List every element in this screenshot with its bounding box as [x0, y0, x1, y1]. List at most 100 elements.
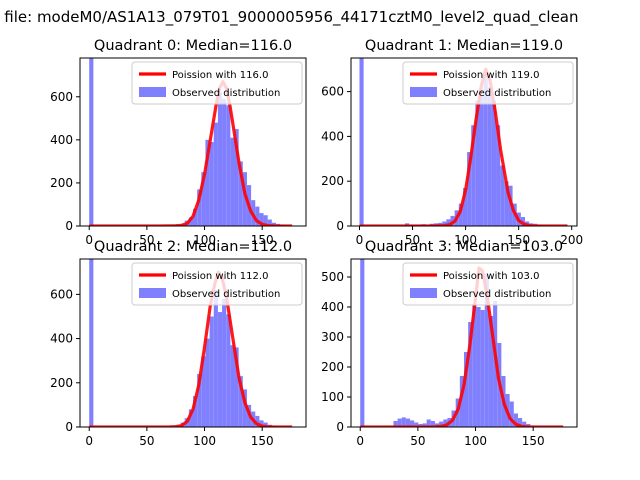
y-tick-label: 0 [65, 420, 73, 434]
x-tick-label: 100 [193, 233, 216, 247]
x-tick-label: 200 [560, 233, 583, 247]
legend: Poission with 116.0 Observed distribution [131, 61, 303, 105]
x-tick-label: 50 [139, 233, 154, 247]
x-tick-label: 150 [251, 434, 274, 448]
legend-label-poisson: Poission with 119.0 [443, 70, 539, 81]
histogram-bar [242, 389, 247, 427]
histogram-bar [459, 376, 464, 427]
histogram-bar [197, 373, 202, 427]
histogram-bar [405, 418, 411, 427]
y-tick-label: 500 [321, 270, 344, 284]
histogram-bar [213, 289, 218, 427]
subplot-title: Quadrant 0: Median=116.0 [94, 38, 292, 54]
y-tick-label: 600 [50, 90, 73, 104]
histogram-bar [462, 187, 468, 226]
histogram-bar [267, 219, 272, 226]
y-tick-label: 100 [321, 390, 344, 404]
histogram-bar [509, 401, 514, 427]
x-tick-label: 0 [85, 233, 93, 247]
y-tick-label: 300 [321, 330, 344, 344]
histogram-bar [193, 396, 198, 427]
histogram-bar [255, 415, 260, 427]
histogram-bar [500, 165, 505, 226]
histogram-bar [517, 418, 523, 427]
histogram-bar [397, 418, 402, 427]
histogram-bar [522, 421, 527, 427]
histogram-bar [226, 314, 231, 427]
histogram-bar [414, 422, 419, 427]
histogram-bar [504, 181, 509, 226]
histogram-bar [471, 125, 476, 226]
histogram-bar [197, 189, 202, 226]
histogram-bar [201, 356, 206, 427]
histogram-bar [213, 122, 218, 226]
legend-label-observed: Observed distribution [443, 289, 551, 300]
x-tick-label: 150 [251, 233, 274, 247]
histogram-bar [488, 316, 494, 427]
legend: Poission with 112.0 Observed distribution [131, 262, 303, 306]
histogram-bar [263, 422, 268, 427]
x-tick-label: 50 [139, 434, 154, 448]
histogram-bar [222, 298, 227, 427]
histogram-bar [446, 219, 451, 226]
legend-label-poisson: Poission with 103.0 [443, 271, 539, 282]
subplot-title: Quadrant 2: Median=112.0 [94, 239, 292, 255]
subplot-title: Quadrant 3: Median=103.0 [365, 239, 563, 255]
histogram-bar [193, 208, 198, 226]
histogram-bar [259, 420, 264, 427]
y-tick-label: 0 [65, 219, 73, 233]
histogram-bars [89, 259, 289, 427]
x-tick-label: 100 [193, 434, 216, 448]
y-tick-label: 400 [50, 332, 73, 346]
histogram-bar [472, 304, 477, 427]
histogram-bar [464, 352, 469, 427]
axes-frame [350, 57, 578, 227]
histogram-bar [89, 58, 94, 226]
axes-frame [79, 57, 307, 227]
histogram-bar [439, 421, 444, 427]
y-tick-label: 200 [321, 360, 344, 374]
histogram-bar [442, 221, 447, 226]
histogram-bar [426, 419, 431, 427]
histogram-bar [491, 100, 497, 226]
histogram-bar [238, 161, 243, 226]
histogram-bar [234, 129, 239, 226]
histogram-bar [443, 419, 448, 427]
x-tick-label: 0 [85, 434, 93, 448]
legend-label-poisson: Poission with 116.0 [172, 70, 268, 81]
x-tick-label: 0 [356, 434, 364, 448]
figure-suptitle: n file: modeM0/AS1A13_079T01_9000005956_… [0, 8, 579, 27]
legend-patch-swatch [139, 87, 166, 97]
legend: Poission with 119.0 Observed distribution [402, 61, 574, 105]
histogram-bar [475, 100, 480, 226]
x-tick-label: 150 [507, 233, 530, 247]
histogram-bar [480, 310, 485, 427]
x-tick-label: 150 [522, 434, 545, 448]
histogram-bar [230, 137, 235, 226]
histogram-bar [226, 105, 231, 226]
histogram-bar [484, 274, 489, 427]
y-tick-label: 200 [50, 376, 73, 390]
histogram-bar [483, 73, 488, 226]
x-tick-label: 0 [356, 233, 364, 247]
histogram-bar [468, 322, 473, 427]
histogram-bar [188, 217, 193, 226]
histogram-bars [89, 58, 293, 226]
histogram-bar [201, 172, 206, 226]
y-tick-label: 400 [321, 300, 344, 314]
y-tick-label: 0 [336, 219, 344, 233]
y-tick-label: 200 [321, 174, 344, 188]
histogram-bar [222, 98, 227, 226]
subplot-quadrant-2: 0 50 100 150 0 200 400 600 Quadrant 2: Median=11… [50, 239, 307, 448]
subplot-quadrant-0: 0 50 100 150 0 200 400 600 Quadrant 0: Median=11… [50, 38, 307, 247]
histogram-bar [188, 409, 193, 427]
histogram-bar [467, 152, 472, 226]
legend-label-observed: Observed distribution [172, 289, 280, 300]
legend-label-observed: Observed distribution [443, 88, 551, 99]
histogram-bar [430, 421, 435, 427]
histogram-bar [209, 316, 214, 427]
legend-label-poisson: Poission with 112.0 [172, 271, 268, 282]
histogram-bar [360, 259, 365, 427]
legend-patch-swatch [410, 87, 437, 97]
